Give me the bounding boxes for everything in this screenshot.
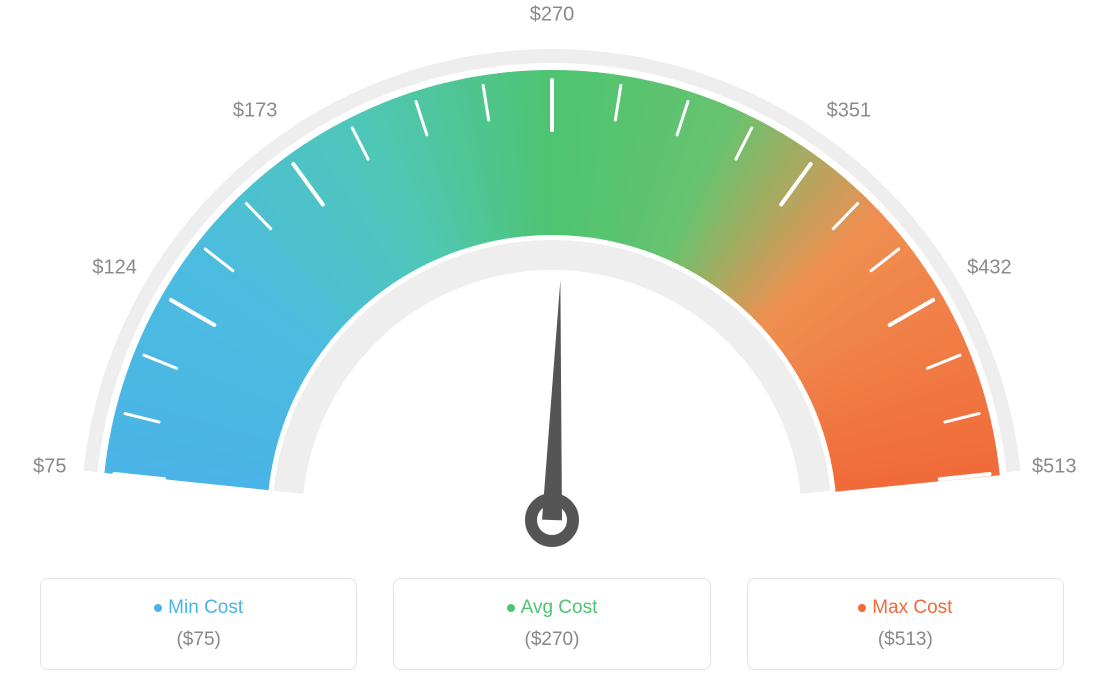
dot-icon xyxy=(858,604,866,612)
legend-card-min: Min Cost ($75) xyxy=(40,578,357,670)
dot-icon xyxy=(154,604,162,612)
gauge-tick-label: $432 xyxy=(967,256,1012,279)
gauge-tick-label: $173 xyxy=(233,100,278,123)
gauge-tick-label: $270 xyxy=(530,4,575,27)
gauge-svg xyxy=(0,0,1104,560)
legend-value-min: ($75) xyxy=(51,629,346,651)
legend-title-text: Min Cost xyxy=(168,597,243,618)
legend-title-max: Max Cost xyxy=(758,597,1053,619)
gauge-container: $75 $124 $173 $270 $351 $432 $513 xyxy=(0,0,1104,560)
legend-card-avg: Avg Cost ($270) xyxy=(393,578,710,670)
legend-card-max: Max Cost ($513) xyxy=(747,578,1064,670)
gauge-tick-label: $124 xyxy=(92,256,137,279)
legend-title-text: Max Cost xyxy=(872,597,952,618)
legend-row: Min Cost ($75) Avg Cost ($270) Max Cost … xyxy=(0,578,1104,670)
gauge-tick-label: $75 xyxy=(33,456,66,479)
legend-title-min: Min Cost xyxy=(51,597,346,619)
gauge-tick-label: $513 xyxy=(1032,456,1077,479)
legend-value-avg: ($270) xyxy=(404,629,699,651)
legend-title-text: Avg Cost xyxy=(521,597,598,618)
dot-icon xyxy=(507,604,515,612)
legend-value-max: ($513) xyxy=(758,629,1053,651)
legend-title-avg: Avg Cost xyxy=(404,597,699,619)
gauge-tick-label: $351 xyxy=(827,100,872,123)
